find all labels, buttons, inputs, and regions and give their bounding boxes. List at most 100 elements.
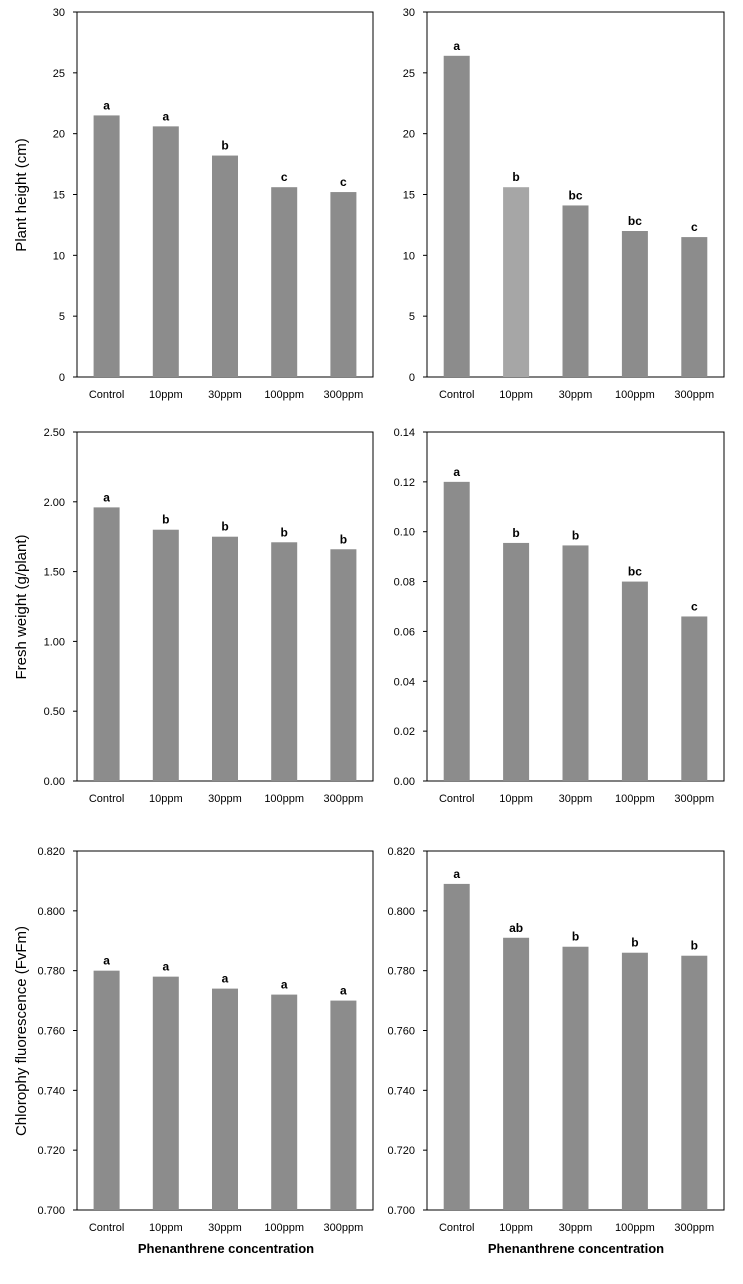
x-tick-label: Control [439,389,474,401]
chart-chlorophyll-fluorescence-right: 0.700 0.720 0.740 0.760 0.780 0.800 0.820 a Cont… [387,846,725,1234]
bar-30ppm [562,545,589,781]
significance-letter: b [631,936,638,950]
bar-control [93,115,120,378]
x-tick-label: 10ppm [499,1222,533,1234]
chart-plant-height-left: 0 5 10 15 20 25 30 a Control a 10ppm b 30ppm c 100ppm c… [53,7,374,401]
significance-letter: ab [509,921,523,935]
bar-10ppm [503,187,530,377]
x-tick-label: 30ppm [559,793,593,805]
x-tick-label: Control [89,793,124,805]
x-tick-label: 30ppm [208,1222,242,1234]
significance-letter: a [103,98,110,112]
y-tick-label: 30 [403,7,415,19]
y-tick-label: 0.740 [37,1085,65,1097]
significance-letter: a [453,465,460,479]
bar-100ppm [621,581,648,781]
y-tick-label: 1.50 [44,567,65,579]
bar-10ppm [152,126,179,377]
x-tick-label: 300ppm [674,793,714,805]
chart-plant-height-right: 0 5 10 15 20 25 30 a Control b 10ppm bc 30ppm bc 100pp… [403,7,725,401]
x-tick-label: Control [89,1222,124,1234]
y-tick-label: 0.800 [387,906,415,918]
x-tick-label: 10ppm [149,1222,183,1234]
bar-300ppm [681,237,708,377]
y-tick-label: 0 [409,372,415,384]
bar-300ppm [681,955,708,1210]
y-tick-label: 1.00 [44,636,65,648]
bar-300ppm [330,549,357,781]
col-2-xlabel: Phenanthrene concentration [488,1241,664,1256]
y-tick-label: 2.00 [44,497,65,509]
significance-letter: a [281,978,288,992]
significance-letter: b [512,170,519,184]
significance-letter: b [162,513,169,527]
y-tick-label: 25 [53,68,65,80]
col-1-xlabel: Phenanthrene concentration [138,1241,314,1256]
y-tick-label: 0.740 [387,1085,415,1097]
bar-30ppm [562,205,589,377]
significance-letter: bc [568,188,582,202]
x-tick-label: Control [439,1222,474,1234]
significance-letter: bc [628,214,642,228]
x-tick-label: 30ppm [208,793,242,805]
x-tick-label: 300ppm [324,1222,364,1234]
x-tick-label: 30ppm [559,1222,593,1234]
bar-100ppm [621,231,648,377]
significance-letter: a [453,867,460,881]
row-1-ylabel: Plant height (cm) [13,138,30,251]
bar-100ppm [271,187,298,377]
y-tick-label: 0.14 [394,427,415,439]
bar-10ppm [503,937,530,1210]
x-tick-label: 300ppm [324,793,364,805]
y-tick-label: 0.00 [44,776,65,788]
significance-letter: b [691,939,698,953]
bar-control [443,55,470,378]
bar-300ppm [681,616,708,781]
x-tick-label: 10ppm [149,389,183,401]
bar-control [443,481,470,781]
y-tick-label: 5 [59,311,65,323]
significance-letter: b [572,528,579,542]
x-tick-label: 100ppm [615,389,655,401]
significance-letter: b [340,532,347,546]
chart-fresh-weight-right: 0.00 0.02 0.04 0.06 0.08 0.10 0.12 0.14 a Control… [394,427,725,805]
bar-100ppm [621,952,648,1210]
bar-100ppm [271,542,298,781]
y-tick-label: 0.720 [387,1145,415,1157]
x-tick-label: 10ppm [149,793,183,805]
y-tick-label: 0.760 [387,1026,415,1038]
y-tick-label: 0.700 [37,1205,65,1217]
x-tick-label: 300ppm [324,389,364,401]
bar-100ppm [271,994,298,1210]
bar-control [93,970,120,1210]
x-tick-label: 10ppm [499,389,533,401]
chart-fresh-weight-left: 0.00 0.50 1.00 1.50 2.00 2.50 a Control b 10ppm b 3… [44,427,374,805]
significance-letter: a [103,490,110,504]
y-tick-label: 25 [403,68,415,80]
x-tick-label: 100ppm [615,793,655,805]
significance-letter: a [162,960,169,974]
y-tick-label: 10 [53,250,65,262]
y-tick-label: 0.10 [394,527,415,539]
bar-30ppm [212,536,238,781]
x-tick-label: 300ppm [674,1222,714,1234]
y-tick-label: 0.06 [394,626,415,638]
significance-letter: b [512,526,519,540]
significance-letter: c [340,175,347,189]
significance-letter: a [103,954,110,968]
significance-letter: a [222,972,229,986]
y-tick-label: 0.12 [394,477,415,489]
y-tick-label: 0 [59,372,65,384]
x-tick-label: Control [89,389,124,401]
bar-30ppm [212,155,238,377]
bar-10ppm [503,542,530,781]
y-tick-label: 20 [403,129,415,141]
y-tick-label: 0.02 [394,726,415,738]
significance-letter: c [281,170,288,184]
x-tick-label: 30ppm [559,389,593,401]
significance-letter: b [281,525,288,539]
y-tick-label: 0.780 [387,966,415,978]
bar-300ppm [330,1000,357,1210]
y-tick-label: 0.780 [37,966,65,978]
